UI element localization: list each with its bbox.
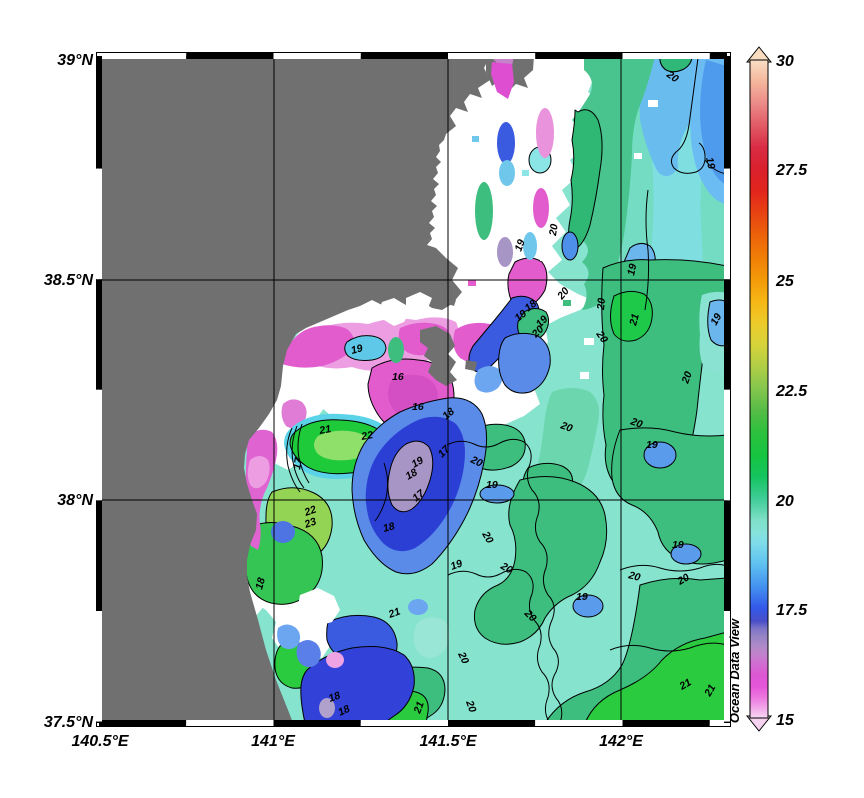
svg-text:19: 19 — [646, 439, 658, 451]
svg-text:20: 20 — [626, 569, 642, 584]
svg-text:18: 18 — [382, 520, 397, 535]
svg-text:39°N: 39°N — [57, 52, 93, 69]
svg-text:22.5: 22.5 — [775, 383, 808, 400]
svg-text:18: 18 — [404, 466, 420, 482]
svg-text:19: 19 — [449, 557, 464, 572]
svg-text:16: 16 — [392, 371, 404, 383]
svg-text:17: 17 — [291, 456, 305, 471]
svg-text:19: 19 — [672, 539, 684, 551]
svg-text:141.5°E: 141.5°E — [419, 733, 477, 750]
svg-text:25: 25 — [775, 273, 795, 290]
svg-text:16: 16 — [412, 401, 424, 413]
svg-text:20: 20 — [595, 297, 608, 311]
svg-text:20: 20 — [679, 370, 695, 386]
svg-text:21: 21 — [702, 682, 719, 699]
svg-text:37.5°N: 37.5°N — [44, 714, 94, 731]
svg-text:19: 19 — [513, 238, 528, 253]
svg-text:22: 22 — [359, 429, 374, 443]
svg-text:18: 18 — [253, 576, 268, 591]
svg-text:22: 22 — [302, 503, 318, 519]
svg-text:20: 20 — [498, 560, 515, 577]
svg-text:19: 19 — [486, 479, 498, 491]
svg-text:19: 19 — [625, 263, 639, 277]
svg-text:19: 19 — [410, 454, 426, 470]
svg-text:21: 21 — [411, 700, 427, 716]
svg-text:15: 15 — [776, 712, 795, 729]
svg-text:20: 20 — [547, 223, 561, 237]
svg-text:21: 21 — [386, 605, 402, 621]
svg-text:27.5: 27.5 — [775, 162, 808, 179]
svg-text:21: 21 — [317, 423, 332, 437]
svg-text:142°E: 142°E — [599, 733, 644, 750]
svg-text:20: 20 — [455, 649, 471, 666]
svg-text:18: 18 — [327, 689, 342, 704]
svg-text:19: 19 — [350, 342, 365, 357]
svg-text:19: 19 — [708, 311, 724, 327]
svg-text:17.5: 17.5 — [776, 602, 808, 619]
svg-text:19: 19 — [576, 591, 588, 603]
svg-text:20: 20 — [628, 415, 644, 431]
svg-text:38°N: 38°N — [57, 492, 93, 509]
svg-text:20: 20 — [675, 571, 692, 588]
svg-text:20: 20 — [479, 529, 496, 546]
svg-text:140.5°E: 140.5°E — [71, 733, 129, 750]
svg-text:21: 21 — [627, 312, 642, 328]
svg-text:19: 19 — [703, 156, 717, 170]
svg-text:20: 20 — [468, 453, 485, 469]
svg-text:18: 18 — [336, 703, 352, 719]
svg-text:20: 20 — [558, 419, 574, 435]
svg-text:21: 21 — [677, 676, 694, 693]
svg-text:Ocean Data View: Ocean Data View — [727, 618, 742, 723]
svg-text:38.5°N: 38.5°N — [44, 272, 94, 289]
svg-text:30: 30 — [776, 53, 794, 70]
svg-text:20: 20 — [775, 493, 794, 510]
svg-text:141°E: 141°E — [251, 733, 296, 750]
svg-text:20: 20 — [463, 698, 479, 714]
svg-text:23: 23 — [302, 515, 318, 531]
